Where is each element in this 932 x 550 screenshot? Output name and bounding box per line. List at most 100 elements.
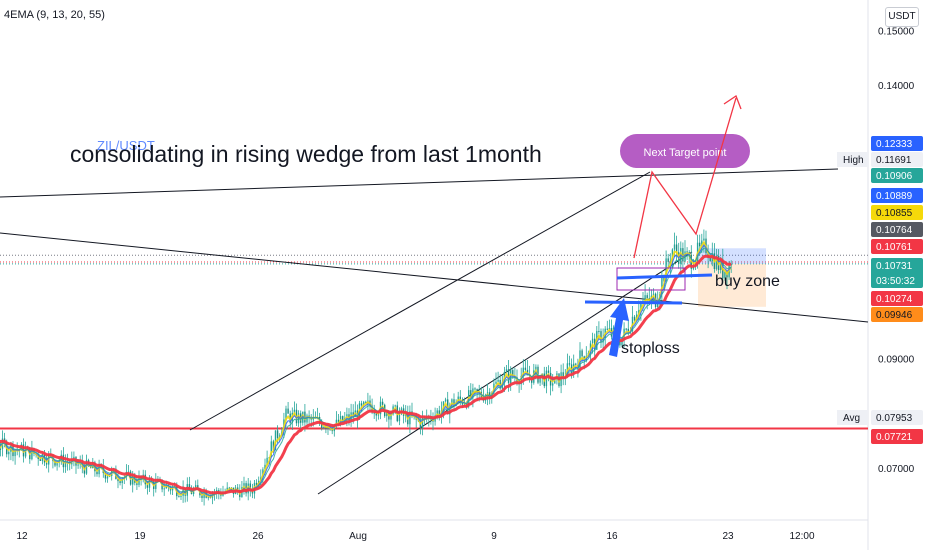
resistance-trendline [0,168,839,198]
candle-body [449,405,451,415]
candle-body [337,419,340,425]
candle-body [14,449,16,457]
candle [701,233,703,253]
candle-body [608,328,611,330]
candle-body [119,481,121,484]
candle-body [255,482,258,486]
price-badge: High 0.11691 [837,152,923,167]
candle-body [24,449,27,457]
price-badge-value: 0.07953 [876,413,913,424]
price-badge-countdown: 03:50:32 [876,276,915,287]
candle-body [203,491,205,499]
price-badge-value: 0.07721 [876,432,913,443]
candle-body [54,460,56,466]
candle-body [602,337,604,343]
candle-body [703,238,705,241]
price-badge: 0.10906 [871,168,923,183]
candle-body [640,302,642,311]
candle-body [365,401,367,403]
wedge-upper-line [189,171,651,431]
x-axis-ticks: 12 19 26 Aug 9 16 23 12:00 [16,531,815,542]
candle [14,449,16,465]
candle [453,393,455,412]
candle-body [0,448,2,450]
candle-body [709,258,711,262]
candle-body [45,462,48,465]
candle-body [8,451,10,455]
candle [524,359,527,373]
candle [421,410,424,436]
candle [398,407,401,426]
candle-body [661,276,663,295]
price-badge-value: 0.10764 [876,225,913,236]
candle-body [197,485,199,490]
candle-body [438,410,440,417]
candle-body [547,370,550,373]
headline-annotation: consolidating in rising wedge from last … [70,141,542,167]
candle-body [287,408,289,414]
candle-body [497,379,499,382]
candle-body [505,369,508,372]
price-badge-value: 0.10855 [876,208,913,219]
candle-body [276,430,279,439]
target-callout: Next Target point [620,134,750,168]
candle-body [699,242,701,247]
candle-body [575,363,577,365]
price-badge-tag-label: Avg [843,413,860,424]
price-badge-value: 0.12333 [876,139,913,150]
candle-body [539,375,541,383]
candle-body [106,476,109,479]
candle-body [598,330,600,332]
ema-line-55 [0,254,732,495]
buy-zone-box [616,267,686,291]
candle [287,402,289,414]
stoploss-label: stoploss [621,340,680,357]
buy-zone-label: buy zone [715,273,780,290]
candle-body [663,276,665,282]
candle-body [201,495,203,499]
candle-body [377,414,380,416]
y-tick-label: 0.15000 [878,26,915,37]
candle-body [470,390,472,398]
candle-body [163,488,165,490]
candle [568,355,571,367]
candle-body [457,396,459,402]
ema-layer [0,240,732,498]
candle-body [77,464,79,466]
candle-body [644,295,646,301]
candle-body [409,411,411,425]
price-badge: 0.12333 [871,136,923,151]
projected-path [633,97,737,259]
candle-body [633,316,636,321]
candle-body [436,410,438,416]
candle-body [39,458,41,461]
candle-body [451,399,453,406]
candle-body [652,293,655,296]
price-badge: 0.09946 [871,307,923,322]
candle-body [373,412,375,414]
candle-body [625,328,627,330]
candle-body [180,495,182,497]
candle-body [715,256,718,270]
price-badge-bg [871,291,923,306]
y-axis-ticks: 0.07000 0.09000 0.14000 0.15000 [878,26,915,475]
candle-body [375,412,377,416]
candle-body [621,339,623,346]
currency-button[interactable]: USDT [885,7,919,27]
y-tick-label: 0.07000 [878,464,915,475]
candle-body [386,412,388,417]
candle [505,364,508,373]
candle-body [335,419,338,425]
price-badge: 0.10764 [871,222,923,237]
candle-body [591,338,594,344]
price-badge: 0.10889 [871,188,923,203]
candle-body [178,496,180,498]
candle-body [680,248,682,264]
candle-body [522,367,524,376]
price-badge: 0.07721 [871,429,923,444]
price-badge: 0.10855 [871,205,923,220]
candle-body [363,401,365,406]
indicator-title[interactable]: 4EMA (9, 13, 20, 55) [4,9,105,21]
